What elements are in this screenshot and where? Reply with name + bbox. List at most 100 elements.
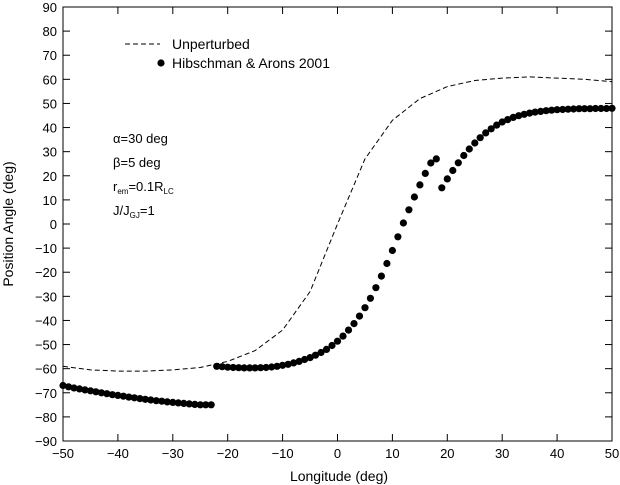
legend-label-unperturbed: Unperturbed — [172, 36, 250, 52]
data-point — [163, 398, 171, 406]
y-tick-label: 70 — [43, 48, 57, 63]
data-point — [97, 389, 105, 397]
data-point — [196, 401, 204, 409]
data-point — [553, 106, 561, 114]
data-point — [224, 363, 232, 371]
data-point — [520, 110, 528, 118]
data-point — [268, 363, 276, 371]
data-point — [317, 348, 325, 357]
data-point — [152, 397, 160, 405]
x-tick-label: 20 — [440, 446, 454, 461]
rem-mid: =0.1R — [128, 179, 163, 194]
data-point — [537, 107, 545, 115]
data-point — [570, 105, 578, 113]
data-point — [125, 393, 133, 401]
data-point — [290, 359, 298, 367]
rem-sub: em — [117, 187, 128, 196]
data-point — [147, 396, 155, 404]
y-tick-label: 0 — [50, 217, 57, 232]
data-point — [169, 398, 177, 406]
y-tick-label: 50 — [43, 96, 57, 111]
data-point — [284, 360, 292, 368]
data-point — [586, 105, 594, 113]
y-tick-label: 20 — [43, 169, 57, 184]
data-point — [443, 175, 451, 183]
data-point — [257, 364, 265, 372]
data-point — [355, 312, 364, 320]
data-point — [185, 400, 193, 408]
x-tick-label: −10 — [272, 446, 294, 461]
data-point — [333, 337, 342, 345]
data-point — [597, 104, 605, 113]
data-point — [476, 134, 484, 142]
data-point — [262, 363, 270, 372]
data-point — [191, 400, 199, 408]
data-point — [542, 107, 550, 115]
x-tick-label: 40 — [550, 446, 564, 461]
y-tick-label: 90 — [43, 0, 57, 15]
data-point — [174, 399, 182, 407]
legend-dot-swatch — [157, 59, 165, 67]
data-point — [515, 112, 523, 120]
data-point — [602, 104, 611, 113]
data-point — [246, 364, 254, 372]
data-point — [504, 116, 512, 124]
series-unperturbed-line — [62, 76, 613, 372]
x-tick-label: −50 — [52, 446, 74, 461]
data-point — [141, 395, 149, 403]
data-point — [366, 294, 374, 302]
data-point — [350, 320, 358, 328]
y-tick-label: 10 — [43, 193, 57, 208]
data-point — [240, 364, 248, 372]
data-point — [108, 391, 116, 399]
data-point — [438, 184, 446, 192]
data-point — [295, 357, 303, 365]
data-point — [158, 397, 166, 405]
rem-sub2: LC — [164, 187, 174, 196]
annotation-alpha: α=30 deg — [113, 131, 168, 146]
data-point — [235, 364, 243, 372]
data-point — [498, 118, 506, 126]
data-point — [339, 332, 347, 340]
y-tick-label: −90 — [35, 434, 57, 449]
data-point — [81, 386, 89, 394]
y-tick-label: −20 — [35, 265, 57, 280]
data-point — [559, 105, 567, 114]
y-tick-label: −70 — [35, 386, 57, 401]
alpha-symbol: α — [113, 131, 121, 146]
series-layer — [59, 76, 616, 409]
data-point — [75, 385, 84, 393]
legend: Unperturbed Hibschman & Arons 2001 — [125, 36, 330, 71]
data-point — [130, 394, 138, 402]
data-point — [421, 169, 429, 177]
data-point — [180, 399, 188, 407]
data-point — [207, 401, 215, 409]
y-tick-label: −10 — [35, 241, 57, 256]
y-tick-label: 30 — [43, 145, 57, 160]
data-point — [564, 105, 572, 113]
data-point — [218, 363, 226, 371]
data-point — [487, 125, 495, 133]
data-point — [580, 105, 589, 113]
rem-base: r — [113, 179, 118, 194]
beta-value: =5 deg — [120, 155, 160, 170]
x-tick-label: 0 — [334, 446, 341, 461]
axis-ticks — [62, 6, 613, 442]
y-tick-label: −30 — [35, 289, 57, 304]
y-tick-label: −60 — [35, 362, 57, 377]
data-point — [361, 304, 369, 312]
data-point — [509, 113, 517, 121]
legend-label-hibschman-arons: Hibschman & Arons 2001 — [172, 55, 330, 71]
y-tick-label: −50 — [35, 338, 57, 353]
x-axis-label: Longitude (deg) — [290, 468, 388, 484]
data-point — [119, 392, 127, 400]
data-point — [213, 362, 221, 370]
annotation-beta: β=5 deg — [113, 155, 161, 170]
data-point — [322, 345, 331, 353]
y-tick-label: 40 — [43, 121, 57, 136]
x-tick-label: −40 — [107, 446, 129, 461]
data-point — [399, 219, 407, 227]
data-point — [273, 362, 281, 370]
x-tick-label: −30 — [162, 446, 184, 461]
